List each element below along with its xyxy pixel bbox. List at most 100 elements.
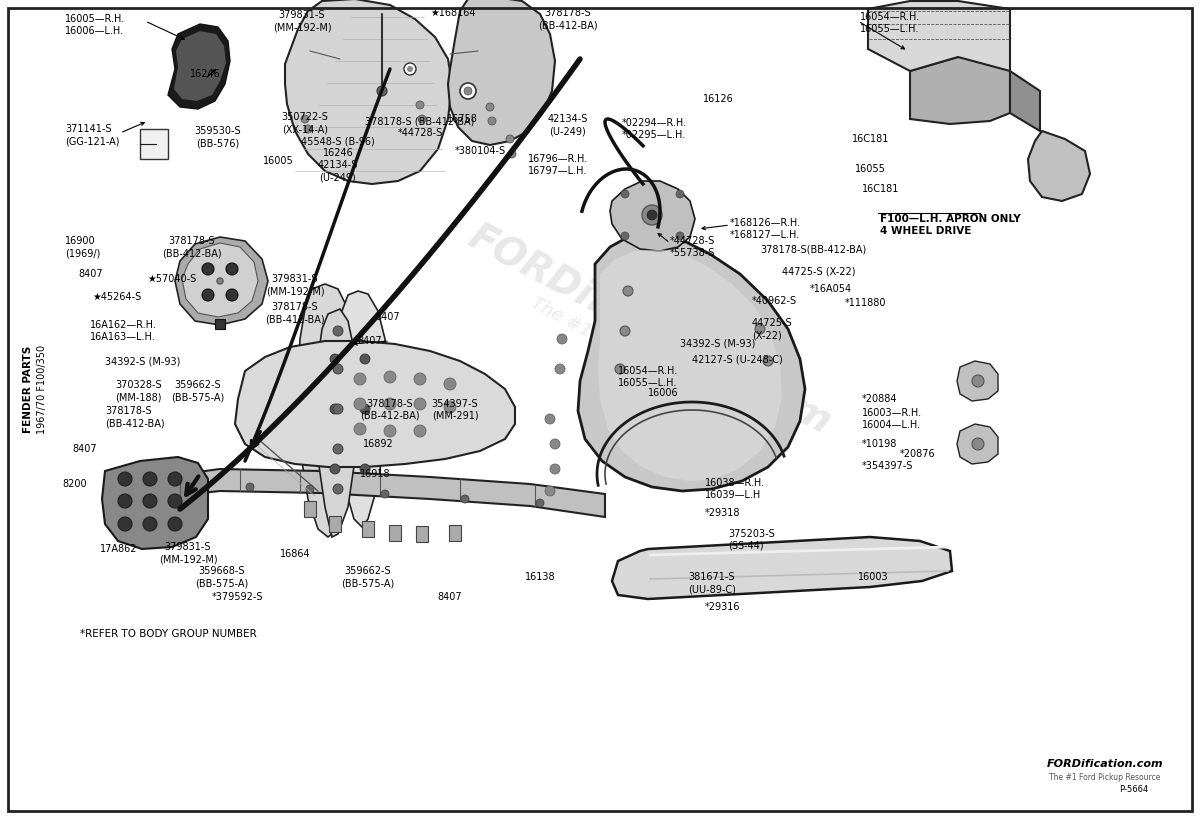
Circle shape xyxy=(384,398,396,410)
Circle shape xyxy=(755,324,766,334)
Polygon shape xyxy=(958,424,998,464)
Text: 359662-S: 359662-S xyxy=(175,380,221,390)
Polygon shape xyxy=(1010,71,1040,131)
Circle shape xyxy=(334,444,343,454)
Text: (MM-192-M): (MM-192-M) xyxy=(272,22,331,32)
Circle shape xyxy=(414,425,426,437)
Circle shape xyxy=(202,263,214,275)
Text: 16038—R.H.: 16038—R.H. xyxy=(706,478,766,488)
Text: 16796—R.H.: 16796—R.H. xyxy=(528,154,588,164)
Text: 16A163—L.H.: 16A163—L.H. xyxy=(90,332,156,342)
Text: 371141-S: 371141-S xyxy=(65,124,112,134)
Text: (GG-121-A): (GG-121-A) xyxy=(65,136,120,146)
Text: 42127-S (U-248-C): 42127-S (U-248-C) xyxy=(692,354,782,364)
Circle shape xyxy=(536,499,544,507)
Text: 8407: 8407 xyxy=(358,336,383,346)
Circle shape xyxy=(330,354,340,364)
Circle shape xyxy=(168,472,182,486)
Text: 16005—R.H.: 16005—R.H. xyxy=(65,14,125,24)
Text: FORDification.com: FORDification.com xyxy=(462,217,838,441)
Circle shape xyxy=(360,464,370,474)
Text: 16A162—R.H.: 16A162—R.H. xyxy=(90,320,157,330)
Text: (BB-412-BA): (BB-412-BA) xyxy=(106,418,164,428)
Circle shape xyxy=(414,398,426,410)
Circle shape xyxy=(550,464,560,474)
Text: 16864: 16864 xyxy=(280,549,311,559)
Text: 378178-S(BB-412-BA): 378178-S(BB-412-BA) xyxy=(760,244,866,254)
Circle shape xyxy=(506,135,514,143)
Text: 16055—L.H.: 16055—L.H. xyxy=(618,378,677,388)
Circle shape xyxy=(360,404,370,414)
Circle shape xyxy=(143,472,157,486)
Polygon shape xyxy=(168,24,230,109)
Text: 16797—L.H.: 16797—L.H. xyxy=(528,166,588,176)
Circle shape xyxy=(304,125,312,133)
Text: (BB-575-A): (BB-575-A) xyxy=(196,578,248,588)
Polygon shape xyxy=(215,319,226,329)
Circle shape xyxy=(334,364,343,374)
Text: 370328-S: 370328-S xyxy=(115,380,162,390)
Text: (UU-89-C): (UU-89-C) xyxy=(688,584,736,594)
Circle shape xyxy=(557,334,568,344)
Text: 16126: 16126 xyxy=(703,94,733,104)
Circle shape xyxy=(623,286,634,296)
Bar xyxy=(362,521,374,537)
Text: 354397-S: 354397-S xyxy=(432,399,479,409)
Text: 1967/70 F100/350: 1967/70 F100/350 xyxy=(37,345,47,433)
Bar xyxy=(449,525,461,541)
Circle shape xyxy=(354,373,366,385)
Circle shape xyxy=(642,205,662,225)
Text: 378178-S: 378178-S xyxy=(106,406,151,416)
Polygon shape xyxy=(448,0,554,145)
Circle shape xyxy=(360,354,370,364)
Text: 16918: 16918 xyxy=(360,469,390,479)
Circle shape xyxy=(972,438,984,450)
Text: *02294—R.H.: *02294—R.H. xyxy=(622,118,688,128)
Polygon shape xyxy=(140,129,168,159)
Circle shape xyxy=(377,86,386,96)
Polygon shape xyxy=(958,361,998,401)
Text: *111880: *111880 xyxy=(845,298,887,308)
Circle shape xyxy=(118,494,132,508)
Circle shape xyxy=(143,494,157,508)
Circle shape xyxy=(334,404,343,414)
Text: 4 WHEEL DRIVE: 4 WHEEL DRIVE xyxy=(880,226,971,236)
Text: (MM-291): (MM-291) xyxy=(432,411,479,421)
Polygon shape xyxy=(610,181,695,251)
Circle shape xyxy=(554,364,565,374)
Polygon shape xyxy=(286,0,452,184)
Circle shape xyxy=(545,414,554,424)
Text: (XX-14-A): (XX-14-A) xyxy=(282,124,328,134)
Bar xyxy=(329,516,341,532)
Circle shape xyxy=(508,150,516,158)
Polygon shape xyxy=(145,469,605,517)
Text: 359530-S: 359530-S xyxy=(194,126,241,136)
Polygon shape xyxy=(175,237,268,325)
Text: F100—L.H. APRON ONLY: F100—L.H. APRON ONLY xyxy=(880,214,1021,224)
Text: *44728-S: *44728-S xyxy=(397,128,443,138)
Text: 16C181: 16C181 xyxy=(852,134,889,144)
Text: (BB-412-BA): (BB-412-BA) xyxy=(538,20,598,30)
Text: 16055: 16055 xyxy=(854,164,886,174)
Circle shape xyxy=(306,485,314,493)
Circle shape xyxy=(226,289,238,301)
Text: 379831-S: 379831-S xyxy=(271,274,318,284)
Text: The #1 Ford Pickup Resource: The #1 Ford Pickup Resource xyxy=(528,294,772,434)
Text: 8407: 8407 xyxy=(438,592,462,602)
Circle shape xyxy=(118,472,132,486)
Circle shape xyxy=(202,289,214,301)
Polygon shape xyxy=(174,31,226,101)
Bar xyxy=(389,525,401,541)
Text: (MM-192-M): (MM-192-M) xyxy=(265,286,324,296)
Polygon shape xyxy=(182,243,258,317)
Text: (BB-412-BA): (BB-412-BA) xyxy=(162,248,222,258)
Text: 16054—R.H.: 16054—R.H. xyxy=(618,366,678,376)
Polygon shape xyxy=(336,291,388,527)
Text: (BB-412-BA): (BB-412-BA) xyxy=(265,314,325,324)
Circle shape xyxy=(620,326,630,336)
Text: *354397-S: *354397-S xyxy=(862,461,913,471)
Text: *380104-S: *380104-S xyxy=(455,146,505,156)
Text: (BB-576): (BB-576) xyxy=(197,138,240,148)
Text: 378178-S: 378178-S xyxy=(545,8,592,18)
Text: 34392-S (M-93): 34392-S (M-93) xyxy=(680,339,755,349)
